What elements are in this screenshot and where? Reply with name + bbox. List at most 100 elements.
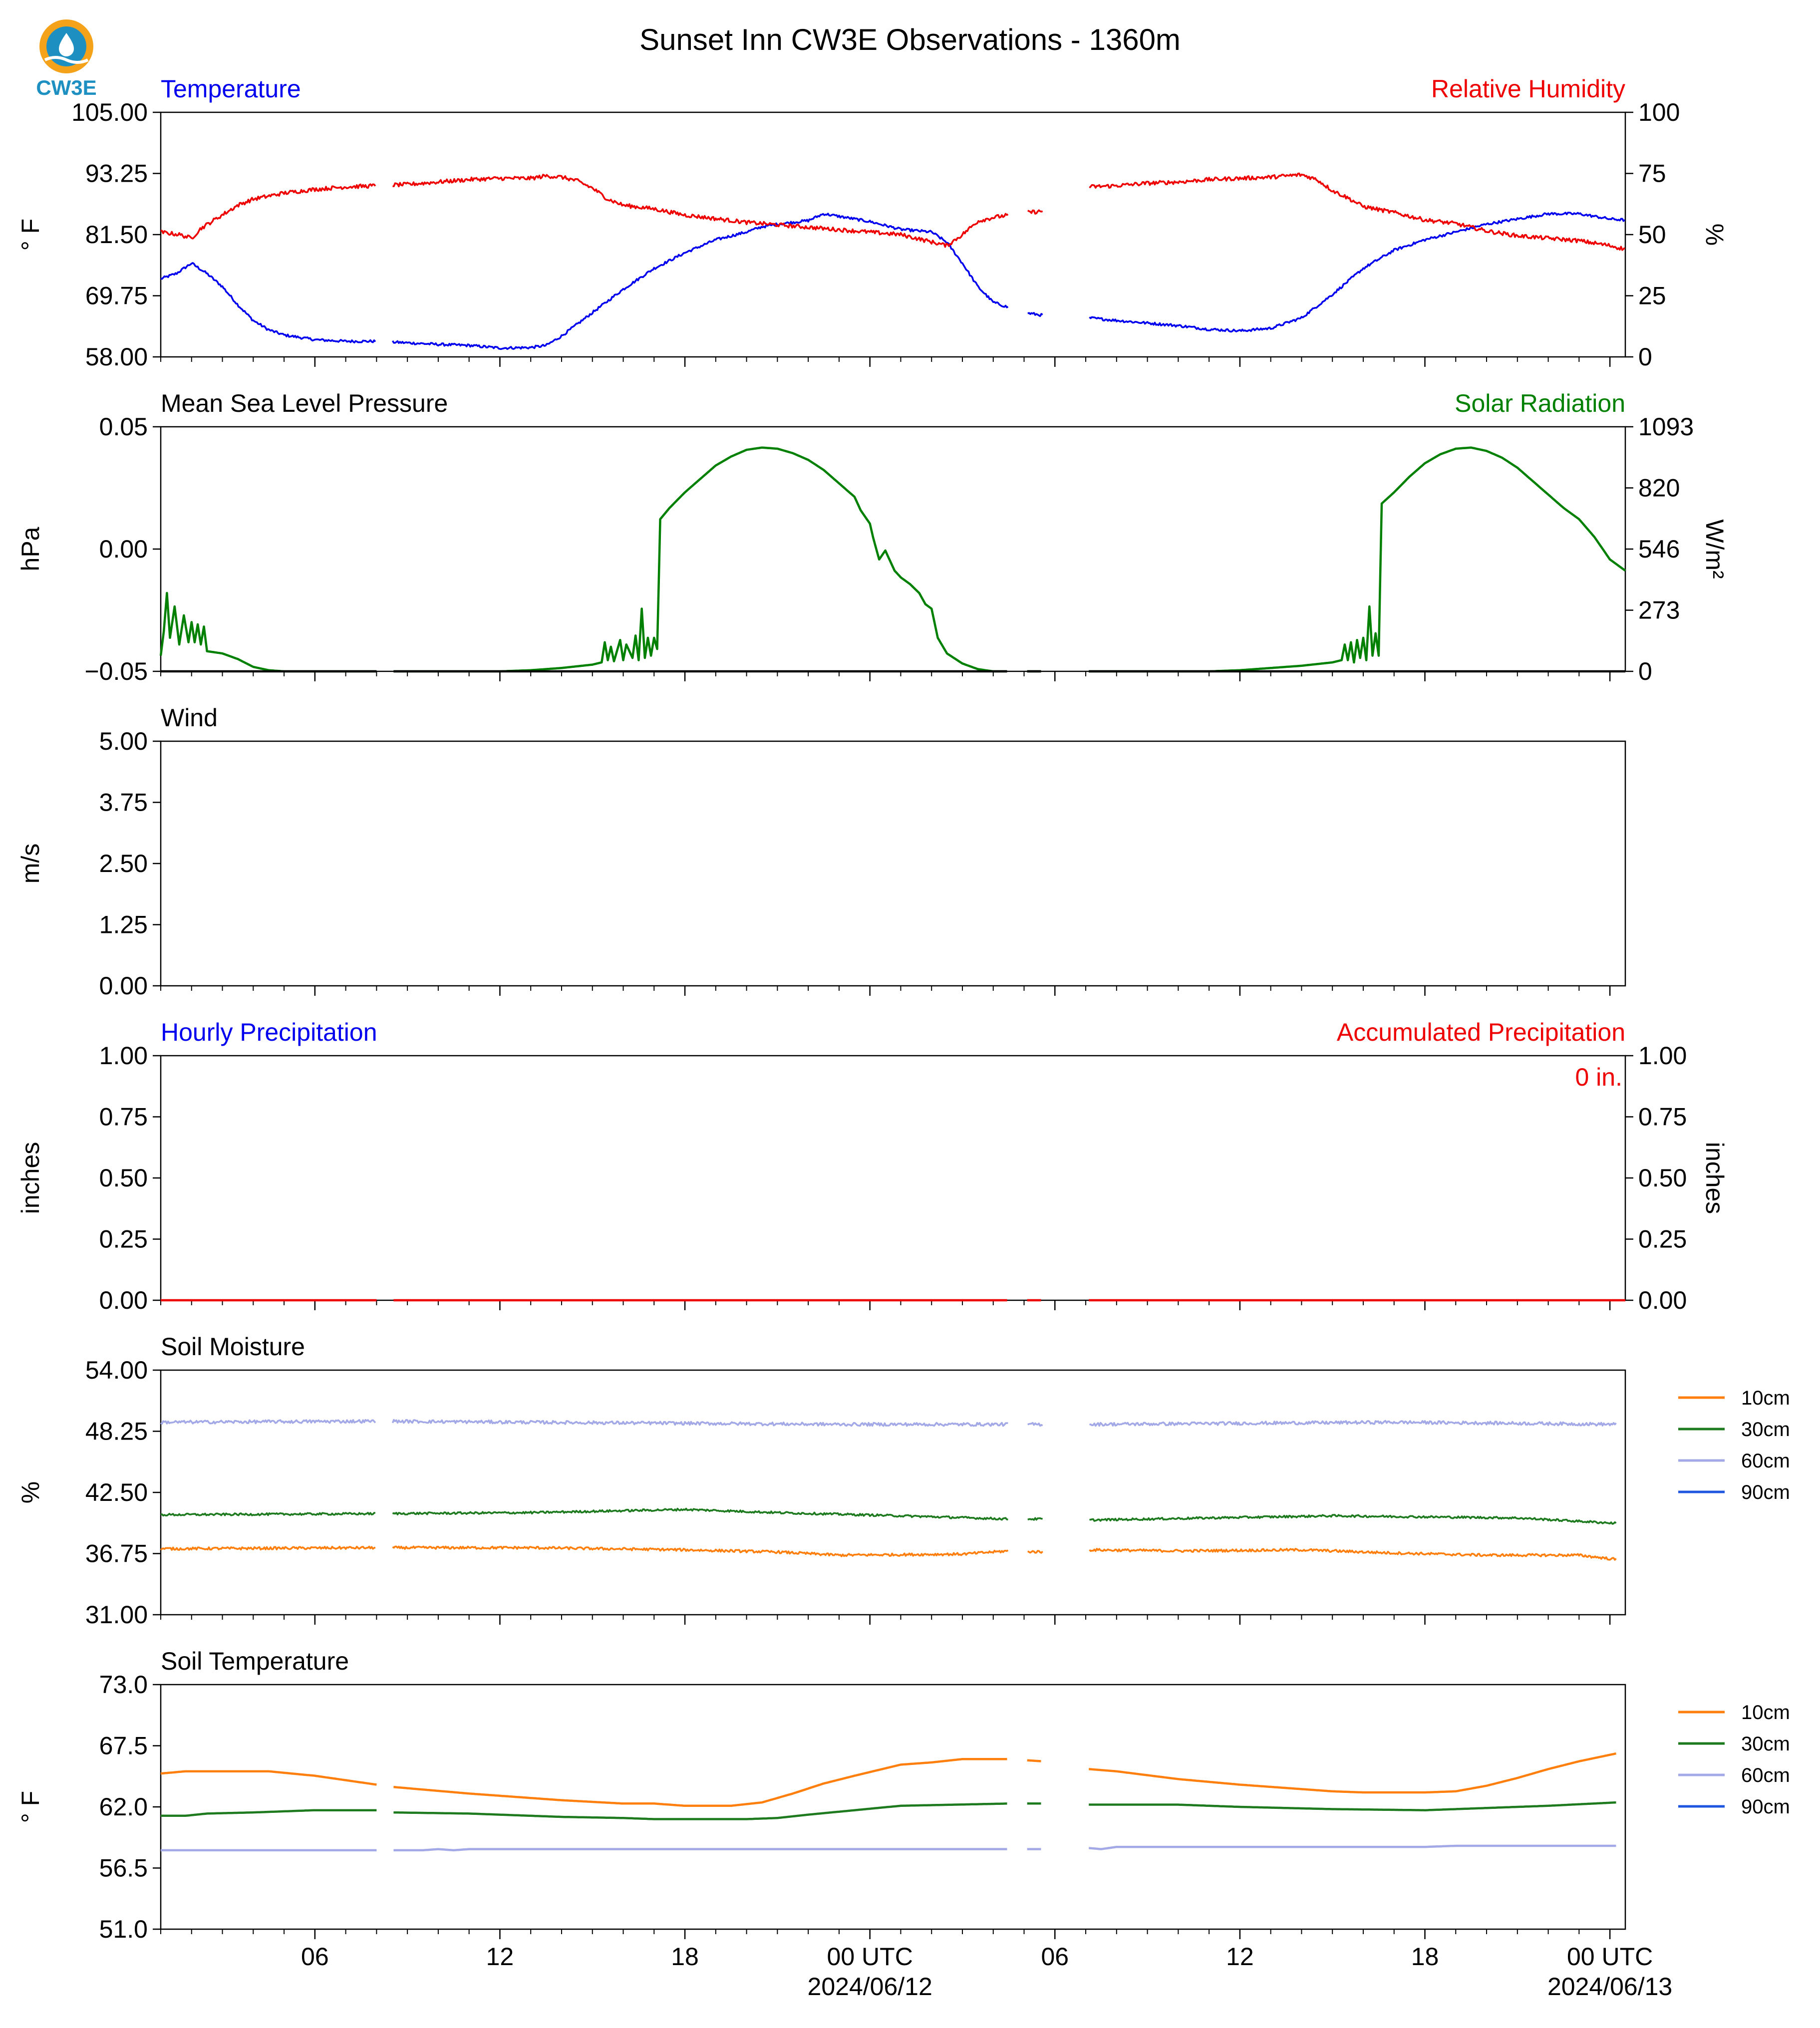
y-axis-label: hPa: [16, 527, 44, 571]
plot-frame: [160, 426, 1626, 672]
y-right-tick-label: 0.50: [1638, 1164, 1687, 1192]
y-right-tick-label: 1093: [1638, 413, 1694, 441]
y-axis-label: ° F: [16, 1791, 44, 1823]
y-right-tick-label: 273: [1638, 596, 1680, 624]
y-tick-label: 58.00: [85, 343, 148, 371]
logo-wordmark: CW3E: [36, 76, 96, 99]
panel-soil-moisture: Soil Moisture 31.00 36.75 42.50 48.25 54.00% 1…: [16, 1333, 1790, 1629]
legend-label: 10cm: [1741, 1387, 1790, 1409]
series-line: [160, 212, 1626, 350]
y-right-tick-label: 0: [1638, 343, 1652, 371]
series-line: [161, 1844, 1616, 1852]
y-tick-label: 0.05: [99, 413, 148, 441]
y-right-tick-label: 1.00: [1638, 1042, 1687, 1070]
panel-title-right: Relative Humidity: [1431, 75, 1625, 103]
y-tick-label: 5.00: [99, 727, 148, 755]
y-tick-label: 81.50: [85, 221, 148, 249]
chart-panels: Temperature Relative Humidity 58.00 69.75 81…: [16, 75, 1790, 2001]
series-line: [161, 1801, 1616, 1820]
y-right-tick-label: 0.25: [1638, 1225, 1687, 1253]
y-right-axis-label: %: [1701, 224, 1729, 246]
y-right-tick-label: 820: [1638, 474, 1680, 502]
x-tick-label: 18: [671, 1943, 699, 1971]
x-tick-label: 00 UTC: [1567, 1943, 1653, 1971]
legend-label: 30cm: [1741, 1419, 1790, 1441]
y-tick-label: 2.50: [99, 850, 148, 877]
panel-title-right: Solar Radiation: [1455, 389, 1625, 417]
x-tick-label: 06: [1041, 1943, 1069, 1971]
y-tick-label: 31.00: [85, 1601, 148, 1629]
y-axis-label: inches: [16, 1142, 44, 1214]
y-tick-label: 0.50: [99, 1164, 148, 1192]
cw3e-logo: CW3E: [36, 19, 97, 99]
y-axis-label: ° F: [16, 219, 44, 251]
logo-water-drop-icon: [59, 33, 74, 56]
panel-title-left: Wind: [161, 704, 218, 732]
y-right-axis-label: inches: [1701, 1142, 1729, 1214]
panel-temp-rh: Temperature Relative Humidity 58.00 69.75 81…: [16, 75, 1729, 371]
y-right-tick-label: 25: [1638, 282, 1666, 310]
y-tick-label: 69.75: [85, 282, 148, 310]
legend: 10cm 30cm 60cm 90cm: [1678, 1702, 1790, 1818]
legend-label: 10cm: [1741, 1702, 1790, 1724]
legend-label: 90cm: [1741, 1481, 1790, 1503]
panel-pressure-solar: Mean Sea Level Pressure Solar Radiation −0…: [16, 389, 1729, 685]
panel-soil-temperature: Soil Temperature 51.0 56.5 62.0 67.5 73.0 ° F 0…: [16, 1647, 1790, 2001]
series-line: [160, 1752, 1616, 1807]
y-tick-label: 1.00: [99, 1042, 148, 1070]
y-tick-label: 0.25: [99, 1225, 148, 1253]
x-tick-label: 12: [1226, 1943, 1254, 1971]
y-tick-label: 0.00: [99, 535, 148, 563]
panel-title-left: Soil Temperature: [161, 1647, 349, 1675]
series-line: [160, 1507, 1617, 1525]
y-tick-label: 3.75: [99, 789, 148, 817]
y-right-tick-label: 75: [1638, 160, 1666, 188]
y-tick-label: −0.05: [84, 657, 148, 685]
y-tick-label: 56.5: [99, 1854, 148, 1882]
x-tick-date-label: 2024/06/12: [808, 1973, 932, 2001]
annotation-label: 0 in.: [1575, 1063, 1622, 1091]
plot-frame: [160, 1369, 1626, 1616]
x-tick-label: 18: [1411, 1943, 1439, 1971]
plot-frame: [160, 740, 1626, 987]
panel-title-left: Temperature: [161, 75, 301, 103]
legend-label: 60cm: [1741, 1764, 1790, 1786]
series-line: [160, 1545, 1617, 1561]
y-tick-label: 54.00: [85, 1356, 148, 1384]
y-tick-label: 67.5: [99, 1732, 148, 1760]
y-axis-label: m/s: [16, 844, 44, 884]
y-tick-label: 0.00: [99, 1286, 148, 1314]
legend-label: 60cm: [1741, 1450, 1790, 1472]
y-tick-label: 36.75: [85, 1540, 148, 1568]
y-tick-label: 51.0: [99, 1915, 148, 1943]
y-axis-label: %: [16, 1481, 44, 1503]
panel-wind: Wind 0.00 1.25 2.50 3.75 5.00 m/s: [16, 704, 1626, 1000]
x-tick-label: 06: [301, 1943, 329, 1971]
series-line: [159, 446, 1626, 673]
y-right-tick-label: 546: [1638, 535, 1680, 563]
y-tick-label: 73.0: [99, 1671, 148, 1699]
panel-title-left: Mean Sea Level Pressure: [161, 389, 448, 417]
y-right-tick-label: 0.00: [1638, 1286, 1687, 1314]
y-tick-label: 93.25: [85, 160, 148, 188]
series-line: [160, 1419, 1617, 1427]
y-tick-label: 0.00: [99, 972, 148, 1000]
legend-label: 90cm: [1741, 1796, 1790, 1818]
panel-precip: Hourly Precipitation Accumulated Precipit…: [16, 1018, 1729, 1314]
y-tick-label: 0.75: [99, 1103, 148, 1131]
y-tick-label: 1.25: [99, 911, 148, 939]
panel-title-left: Soil Moisture: [161, 1333, 305, 1361]
y-right-tick-label: 50: [1638, 221, 1666, 249]
y-tick-label: 42.50: [85, 1478, 148, 1506]
logo-wave-icon: [44, 56, 89, 64]
panel-title-left: Hourly Precipitation: [161, 1018, 377, 1046]
y-right-tick-label: 100: [1638, 98, 1680, 126]
y-right-axis-label: W/m²: [1701, 519, 1729, 579]
y-tick-label: 48.25: [85, 1418, 148, 1446]
y-tick-label: 62.0: [99, 1793, 148, 1821]
legend-label: 30cm: [1741, 1733, 1790, 1755]
x-tick-label: 00 UTC: [827, 1943, 913, 1971]
legend: 10cm 30cm 60cm 90cm: [1678, 1387, 1790, 1503]
series-line: [160, 172, 1626, 251]
